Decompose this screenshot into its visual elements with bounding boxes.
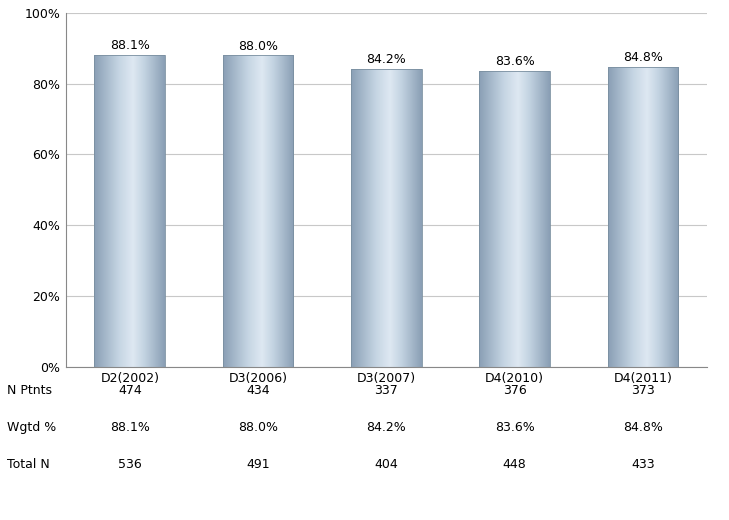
- Bar: [608, 67, 678, 367]
- Text: 373: 373: [631, 384, 655, 396]
- Text: 88.0%: 88.0%: [238, 421, 278, 434]
- Text: 84.2%: 84.2%: [367, 421, 406, 434]
- Text: 84.8%: 84.8%: [623, 421, 663, 434]
- Bar: [223, 56, 293, 367]
- Bar: [480, 71, 550, 367]
- Text: 376: 376: [503, 384, 526, 396]
- Text: 84.8%: 84.8%: [623, 51, 663, 64]
- Text: 448: 448: [503, 459, 526, 471]
- Text: Total N: Total N: [7, 459, 50, 471]
- Text: 491: 491: [246, 459, 270, 471]
- Text: 337: 337: [375, 384, 398, 396]
- Text: 433: 433: [631, 459, 655, 471]
- Text: 84.2%: 84.2%: [367, 53, 406, 66]
- Text: 536: 536: [118, 459, 141, 471]
- Text: 88.1%: 88.1%: [110, 39, 149, 52]
- Text: 88.0%: 88.0%: [238, 40, 278, 53]
- Text: 434: 434: [246, 384, 270, 396]
- Text: Wgtd %: Wgtd %: [7, 421, 57, 434]
- Text: N Ptnts: N Ptnts: [7, 384, 52, 396]
- Text: 83.6%: 83.6%: [495, 55, 534, 68]
- Text: 83.6%: 83.6%: [495, 421, 534, 434]
- Bar: [351, 69, 421, 367]
- Text: 88.1%: 88.1%: [110, 421, 149, 434]
- Text: 404: 404: [375, 459, 398, 471]
- Bar: [95, 55, 165, 367]
- Text: 474: 474: [118, 384, 141, 396]
